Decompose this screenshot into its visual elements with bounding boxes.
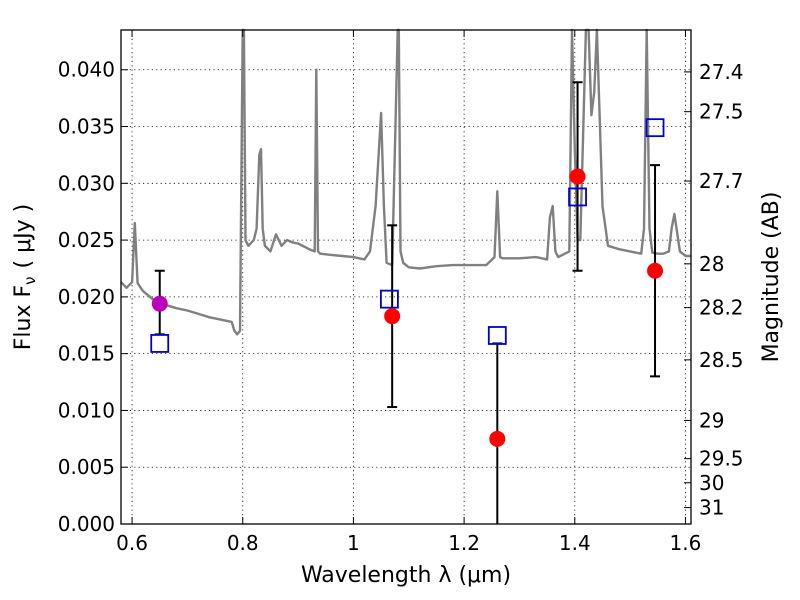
y-tick-label: 0.005 [58, 455, 115, 479]
y2-tick-label: 28.5 [699, 348, 744, 372]
y2-tick-label: 28 [699, 252, 724, 276]
y-axis-label-unit: ( μJy ) [11, 204, 36, 269]
y-tick-label: 0.010 [58, 398, 115, 422]
y-axis-label: Flux Fν ( μJy ) [11, 204, 39, 350]
y2-tick-label: 27.4 [699, 60, 744, 84]
y-axis-label-main: Flux F [11, 285, 36, 350]
y2-tick-label: 29.5 [699, 447, 744, 471]
x-tick-label: 0.8 [227, 531, 259, 555]
y2-axis-label: Magnitude (AB) [759, 192, 784, 363]
observed-point-circle [384, 308, 401, 325]
highlight-point-circle [151, 295, 168, 312]
x-tick-label: 1.2 [448, 531, 480, 555]
observed-point-circle [569, 168, 586, 185]
model-point-square [150, 334, 170, 353]
observed-point-circle [647, 262, 664, 279]
y2-tick-label: 30 [699, 471, 724, 495]
observed-point-circle [489, 430, 506, 447]
y-tick-label: 0.015 [58, 342, 115, 366]
y-axis-label-sub: ν [21, 276, 39, 284]
model-point-square [379, 289, 399, 309]
plot-frame [120, 29, 692, 525]
y2-tick-label: 28.2 [699, 296, 744, 320]
y-tick-label: 0.030 [58, 171, 115, 195]
axis-ticks: 0.6 0.8 1 1.2 1.4 1.6 0.000 0.005 0.010 0.015 0.02… [58, 30, 744, 555]
y-tick-label: 0.000 [58, 512, 115, 536]
model-point-square [487, 326, 507, 345]
y-tick-label: 0.020 [58, 285, 115, 309]
y-tick-label: 0.025 [58, 228, 115, 252]
model-point-square [645, 118, 665, 138]
y2-tick-label: 29 [699, 408, 724, 432]
x-axis-label: Wavelength λ (μm) [301, 563, 511, 588]
y2-tick-label: 27.5 [699, 100, 744, 124]
x-tick-label: 1 [347, 531, 360, 555]
x-tick-label: 1.4 [559, 531, 591, 555]
y2-tick-label: 31 [699, 496, 724, 520]
model-point-square [568, 187, 587, 207]
y2-tick-label: 27.7 [699, 169, 744, 193]
y-tick-label: 0.040 [58, 58, 115, 82]
data-markers [150, 118, 665, 447]
x-tick-label: 0.6 [116, 531, 148, 555]
y-tick-label: 0.035 [58, 115, 115, 139]
plot-background [121, 30, 691, 524]
x-tick-label: 1.6 [670, 531, 702, 555]
